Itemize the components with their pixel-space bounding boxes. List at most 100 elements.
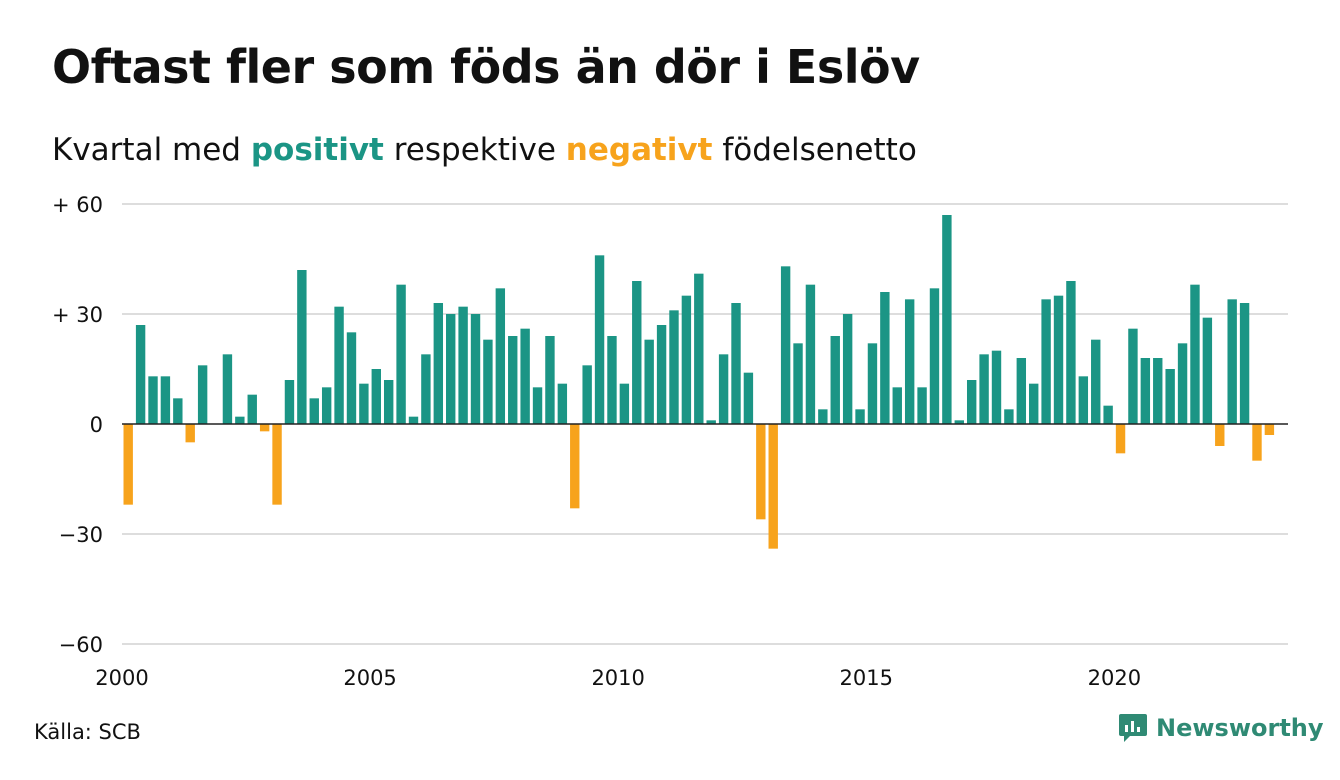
chart-subtitle: Kvartal med positivt respektive negativt… (52, 132, 917, 168)
bar-positive (594, 255, 605, 424)
bar-positive (1004, 409, 1014, 424)
bar-positive (632, 281, 642, 424)
x-tick-label: 2000 (95, 666, 148, 690)
y-tick-label: + 60 (52, 193, 103, 217)
bar-positive (743, 372, 754, 424)
y-tick-label: −60 (59, 633, 103, 657)
bar-positive (408, 416, 419, 424)
bar-positive (284, 380, 295, 424)
subtitle-negative-label: negativt (565, 132, 713, 168)
brand-name: Newsworthy (1156, 714, 1324, 742)
bar-positive (855, 409, 865, 424)
bar-positive (1029, 383, 1039, 424)
bar-positive (731, 303, 741, 424)
bar-positive (334, 306, 344, 424)
bar-negative (272, 424, 282, 505)
bar-positive (954, 420, 964, 424)
bar-positive (1165, 369, 1175, 424)
y-tick-label: + 30 (52, 303, 103, 327)
bar-positive (706, 420, 716, 424)
bar-positive (644, 339, 654, 424)
bar-positive (383, 380, 394, 424)
bar-positive (904, 299, 915, 424)
bar-positive (235, 416, 245, 424)
bar-positive (942, 215, 952, 424)
bar-positive (805, 284, 816, 424)
bar-positive (359, 383, 369, 424)
bar-positive (867, 343, 878, 424)
bar-negative (123, 424, 133, 505)
brand-logo: Newsworthy (1118, 712, 1324, 744)
bar-positive (880, 292, 890, 424)
bar-positive (1053, 295, 1064, 424)
bar-negative (185, 424, 195, 443)
bar-chart: + 60 + 30 0 −30 −60 2000 2005 2010 2015 2020 (52, 193, 1288, 690)
x-tick-label: 2015 (840, 666, 893, 690)
bar-positive (545, 336, 555, 424)
bar-positive (222, 354, 233, 424)
bar-positive (1227, 299, 1237, 424)
bar-positive (1041, 299, 1051, 424)
bar-positive (1016, 358, 1027, 424)
bar-negative (768, 424, 778, 549)
bar-negative (1115, 424, 1126, 454)
bar-positive (979, 354, 989, 424)
bar-positive (247, 394, 257, 424)
bar-positive (346, 332, 357, 424)
bar-positive (842, 314, 853, 424)
bar-positive (818, 409, 828, 424)
bar-positive (718, 354, 729, 424)
bar-positive (966, 380, 977, 424)
chart-title: Oftast fler som föds än dör i Eslöv (52, 40, 920, 94)
bar-positive (483, 339, 493, 424)
subtitle-pre: Kvartal med (52, 132, 251, 168)
source-note: Källa: SCB (34, 720, 141, 744)
y-tick-label: −30 (59, 523, 103, 547)
bar-positive (991, 350, 1002, 424)
bar-positive (371, 369, 381, 424)
subtitle-post: födelsenetto (712, 132, 917, 168)
bars (123, 215, 1275, 549)
bar-positive (917, 387, 927, 424)
bar-positive (197, 365, 208, 424)
bar-positive (656, 325, 667, 424)
bar-positive (495, 288, 506, 424)
bar-positive (458, 306, 468, 424)
bar-negative (1215, 424, 1225, 446)
bar-positive (321, 387, 332, 424)
bar-positive (135, 325, 146, 424)
newsworthy-chart-bubble-icon (1119, 714, 1147, 742)
bar-positive (694, 273, 704, 424)
bar-positive (421, 354, 431, 424)
bar-positive (1190, 284, 1200, 424)
subtitle-positive-label: positivt (250, 132, 384, 168)
bar-positive (1078, 376, 1089, 424)
bar-positive (1128, 328, 1138, 424)
bar-negative (570, 424, 580, 509)
bar-positive (1140, 358, 1151, 424)
bar-positive (532, 387, 543, 424)
bar-negative (756, 424, 766, 520)
bar-positive (520, 328, 530, 424)
x-tick-label: 2020 (1088, 666, 1141, 690)
bar-positive (1239, 303, 1250, 424)
bar-positive (148, 376, 158, 424)
bar-positive (1091, 339, 1101, 424)
bar-positive (582, 365, 592, 424)
bar-positive (446, 314, 456, 424)
bar-positive (557, 383, 568, 424)
bar-positive (508, 336, 518, 424)
bar-positive (780, 266, 791, 424)
bar-positive (433, 303, 444, 424)
bar-positive (396, 284, 406, 424)
bar-positive (929, 288, 940, 424)
subtitle-mid: respektive (383, 132, 566, 168)
bar-positive (1066, 281, 1076, 424)
bar-negative (1264, 424, 1275, 435)
bar-positive (619, 383, 630, 424)
bar-positive (470, 314, 481, 424)
bar-positive (1103, 405, 1113, 424)
bar-positive (607, 336, 617, 424)
x-tick-label: 2010 (591, 666, 644, 690)
bar-positive (309, 398, 319, 424)
